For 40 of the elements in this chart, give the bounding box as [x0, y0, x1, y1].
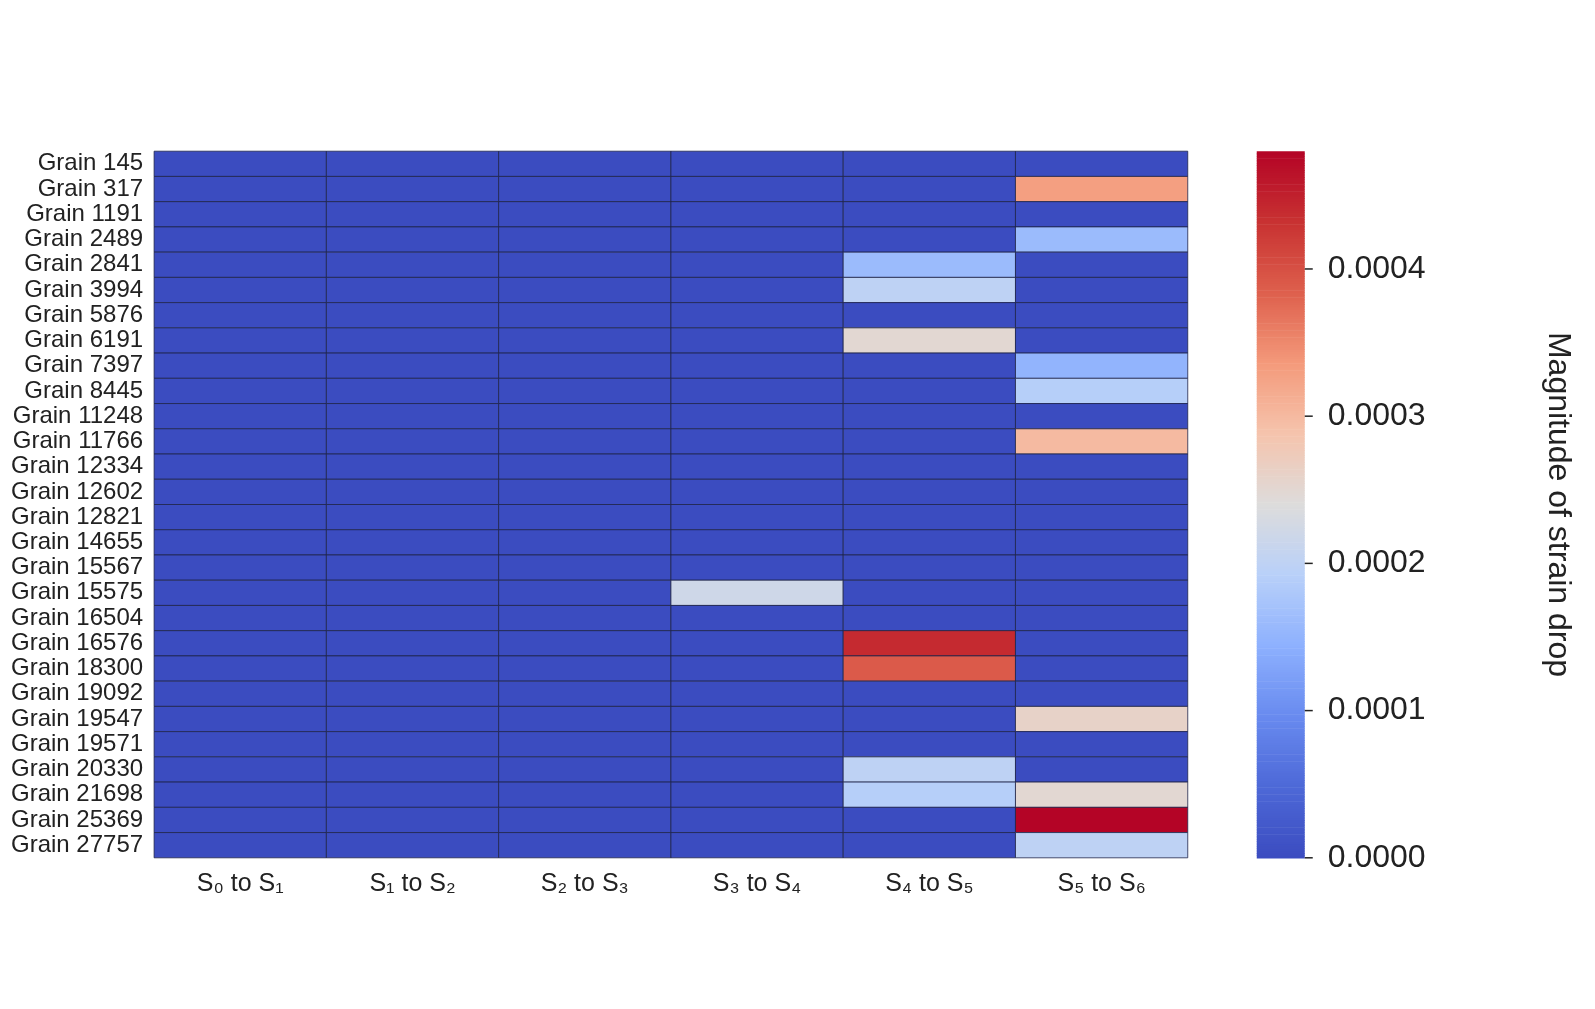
y-tick-label: Grain 16504	[11, 602, 144, 630]
y-tick-label: Grain 145	[37, 148, 144, 176]
color-bar-label: 0.0003	[1327, 396, 1426, 432]
color-bar-label: 0.0000	[1327, 837, 1426, 874]
y-tick-label: Grain 11248	[12, 400, 144, 428]
x-tick-label: S₂ to S₃	[540, 867, 629, 896]
y-tick-label: Grain 19092	[11, 678, 144, 706]
y-tick-label: Grain 27757	[11, 829, 144, 857]
y-tick-label: Grain 15567	[11, 552, 144, 580]
y-tick-label: Grain 7397	[24, 350, 144, 378]
y-tick-label: Grain 15575	[11, 577, 144, 605]
color-bar-label: 0.0001	[1327, 690, 1426, 727]
y-tick-label: Grain 6191	[24, 325, 144, 353]
y-tick-label: Grain 11766	[12, 426, 144, 454]
color-bar-label: 0.0004	[1327, 248, 1426, 285]
y-tick-label: Grain 2489	[24, 224, 144, 252]
y-tick-label: Grain 8445	[24, 375, 144, 403]
y-tick-label: Grain 12602	[11, 476, 144, 504]
x-tick-label: S₀ to S₁	[196, 867, 284, 896]
y-tick-label: Grain 5876	[24, 299, 144, 327]
color-bar-label: 0.0002	[1327, 543, 1426, 580]
x-tick-label: S₅ to S₆	[1057, 867, 1146, 896]
y-tick-label: Grain 16576	[11, 627, 144, 655]
y-tick-label: Grain 317	[37, 173, 144, 201]
color-bar-title: Magnitude of strain drop	[1541, 331, 1578, 678]
y-tick-label: Grain 2841	[24, 249, 144, 277]
x-tick-label: S₁ to S₂	[369, 867, 456, 896]
y-tick-label: Grain 3994	[24, 274, 144, 302]
y-tick-label: Grain 25369	[11, 804, 144, 832]
y-tick-label: Grain 12334	[11, 451, 144, 479]
y-tick-label: Grain 1191	[26, 198, 144, 226]
y-tick-label: Grain 18300	[11, 653, 144, 681]
y-tick-label: Grain 19571	[11, 728, 144, 756]
x-tick-label: S₃ to S₄	[712, 867, 802, 896]
x-tick-label: S₄ to S₅	[885, 867, 974, 896]
y-tick-label: Grain 19547	[11, 703, 144, 731]
y-tick-label: Grain 20330	[11, 754, 144, 782]
y-tick-label: Grain 12821	[11, 501, 144, 529]
y-tick-label: Grain 21698	[11, 779, 144, 807]
y-tick-label: Grain 14655	[11, 526, 144, 554]
